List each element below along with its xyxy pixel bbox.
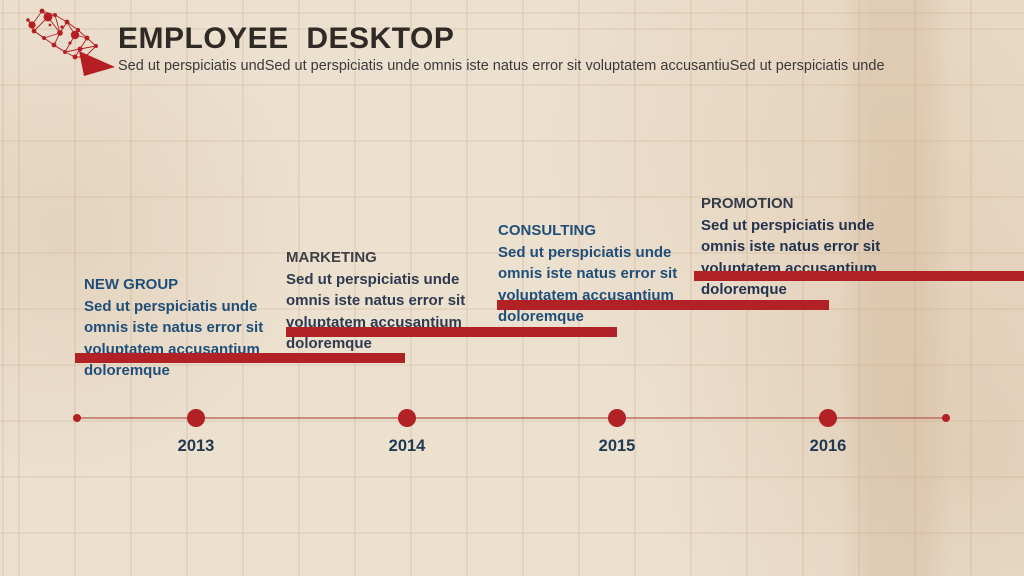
milestone-text-line: Sed ut perspiciatis unde: [498, 243, 672, 261]
timeline-dot-2016: [819, 409, 837, 427]
timeline-bar-consulting: [497, 300, 829, 310]
milestone-title: NEW GROUP: [84, 276, 179, 293]
timeline-bar-promotion: [694, 271, 1024, 281]
milestone-text-line: omnis iste natus error sit: [498, 265, 678, 282]
timeline-dot-2013: [187, 409, 205, 427]
timeline-bar-new-group: [75, 353, 405, 363]
milestone-text-line: doloremque: [286, 335, 372, 352]
year-label: 2013: [177, 437, 215, 455]
milestone-consulting: CONSULTING Sed ut perspiciatis unde omni…: [498, 220, 690, 328]
year-label: 2016: [809, 437, 847, 455]
milestone-text-line: Sed ut perspiciatis unde: [286, 270, 460, 288]
timeline-dot-2014: [398, 409, 416, 427]
timeline-bar-marketing: [286, 327, 617, 337]
milestone-title: MARKETING: [286, 249, 377, 266]
milestone-text-line: doloremque: [84, 362, 170, 379]
year-label: 2015: [598, 437, 636, 455]
timeline-end-dot: [73, 414, 81, 422]
milestone-text-line: omnis iste natus error sit: [701, 238, 881, 255]
milestone-text-line: voluptatem accusantium: [498, 286, 674, 304]
milestone-marketing: MARKETING Sed ut perspiciatis unde omnis…: [286, 247, 478, 355]
milestone-text-line: omnis iste natus error sit: [286, 292, 466, 309]
timeline-dot-2015: [608, 409, 626, 427]
network-arrow-icon: [26, 8, 115, 76]
milestone-new-group: NEW GROUP Sed ut perspiciatis unde omnis…: [84, 274, 276, 382]
milestone-text-line: Sed ut perspiciatis unde: [701, 216, 875, 234]
milestone-text-line: doloremque: [701, 281, 787, 298]
milestone-text-line: doloremque: [498, 308, 584, 325]
page-title: EMPLOYEE DESKTOP: [118, 22, 455, 55]
milestone-text-line: voluptatem accusantium: [286, 313, 462, 331]
timeline-axis: [77, 417, 946, 419]
milestone-text-line: omnis iste natus error sit: [84, 319, 264, 336]
milestone-title: CONSULTING: [498, 222, 597, 239]
year-label: 2014: [388, 437, 426, 455]
page-subtitle: Sed ut perspiciatis undSed ut perspiciat…: [118, 58, 885, 74]
milestone-text-line: Sed ut perspiciatis unde: [84, 297, 258, 315]
timeline-end-dot: [942, 414, 950, 422]
milestone-promotion: PROMOTION Sed ut perspiciatis unde omnis…: [701, 193, 893, 301]
milestone-title: PROMOTION: [701, 195, 794, 212]
